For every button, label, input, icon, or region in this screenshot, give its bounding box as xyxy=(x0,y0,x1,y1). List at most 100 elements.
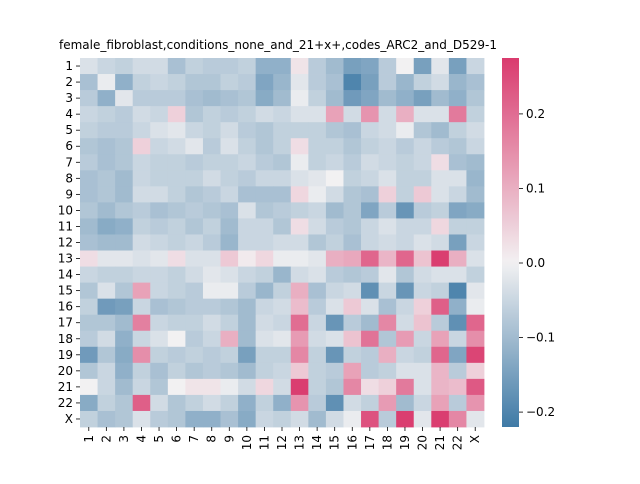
heatmap-cell xyxy=(185,234,204,251)
heatmap-cell xyxy=(325,314,344,332)
x-tick-labels: 1 2 3 4 5 6 7 8 9 10 11 12 13 14 15 16 17 18 19 20 21 22 X xyxy=(82,427,482,450)
x-tick-label: 20 xyxy=(416,435,430,450)
heatmap-cell xyxy=(396,394,415,412)
y-tick-label: 17 xyxy=(58,316,73,330)
heatmap-cell xyxy=(290,202,309,219)
x-tick-label: 16 xyxy=(345,435,359,450)
heatmap-cell xyxy=(378,378,397,396)
heatmap-cell xyxy=(431,58,450,75)
heatmap-cell xyxy=(466,122,485,139)
heatmap-cell xyxy=(238,410,257,428)
heatmap-cell xyxy=(150,154,169,171)
heatmap-cell xyxy=(325,330,344,348)
heatmap-cell xyxy=(290,378,309,396)
heatmap-cell xyxy=(448,266,467,284)
heatmap-cell xyxy=(431,330,450,348)
heatmap-cell xyxy=(431,170,450,187)
heatmap-cell xyxy=(290,106,309,123)
heatmap-cell xyxy=(167,170,186,187)
heatmap-cell xyxy=(396,330,415,348)
heatmap-cell xyxy=(290,314,309,332)
heatmap-cell xyxy=(150,186,169,203)
heatmap-cell xyxy=(396,186,415,203)
heatmap-cell xyxy=(97,218,116,235)
heatmap-cell xyxy=(361,330,380,348)
heatmap-cell xyxy=(273,74,292,91)
heatmap-cell xyxy=(238,362,257,380)
heatmap-cell xyxy=(167,410,186,428)
heatmap-cell xyxy=(448,234,467,251)
heatmap-cell xyxy=(325,266,344,284)
heatmap-cell xyxy=(115,90,134,107)
heatmap-cell xyxy=(255,218,274,235)
heatmap-cell xyxy=(150,298,169,316)
heatmap-cell xyxy=(150,362,169,380)
heatmap-cell xyxy=(448,138,467,155)
heatmap-cell xyxy=(273,298,292,316)
heatmap-cell xyxy=(343,74,362,91)
heatmap-cell xyxy=(396,106,415,123)
heatmap-cell xyxy=(80,186,98,203)
heatmap-cell xyxy=(378,394,397,412)
heatmap-cell xyxy=(448,298,467,316)
heatmap-cell xyxy=(80,394,98,412)
heatmap-cell xyxy=(431,138,450,155)
heatmap-cell xyxy=(167,282,186,300)
heatmap-cell xyxy=(167,298,186,316)
heatmap-cell xyxy=(202,138,221,155)
heatmap-cell xyxy=(273,282,292,300)
heatmap-cell xyxy=(132,330,151,348)
heatmap-cell xyxy=(378,282,397,300)
heatmap-cell xyxy=(396,90,415,107)
heatmap-cell xyxy=(308,314,327,332)
heatmap-cell xyxy=(255,234,274,251)
heatmap-cell xyxy=(378,314,397,332)
heatmap-cell xyxy=(361,234,380,251)
heatmap-cell xyxy=(185,218,204,235)
heatmap-cell xyxy=(431,106,450,123)
heatmap-cell xyxy=(361,282,380,300)
heatmap-cell xyxy=(290,282,309,300)
heatmap-cell xyxy=(325,234,344,251)
heatmap-cell xyxy=(202,154,221,171)
heatmap-cell xyxy=(80,106,98,123)
heatmap-cell xyxy=(238,330,257,348)
y-tick-label: 13 xyxy=(58,252,73,266)
heatmap-cell xyxy=(167,314,186,332)
heatmap-cell xyxy=(273,154,292,171)
heatmap-cell xyxy=(343,202,362,219)
heatmap-cell xyxy=(273,234,292,251)
heatmap-cell xyxy=(413,266,432,284)
heatmap-cell xyxy=(97,154,116,171)
heatmap-cell xyxy=(132,154,151,171)
heatmap-cell xyxy=(466,394,485,412)
y-tick-label: 18 xyxy=(58,332,73,346)
y-tick-label: 15 xyxy=(58,284,73,298)
heatmap-cell xyxy=(97,266,116,284)
heatmap-cell xyxy=(238,58,257,75)
heatmap-cell xyxy=(150,74,169,91)
heatmap-cell xyxy=(396,74,415,91)
heatmap-cell xyxy=(255,362,274,380)
heatmap-cell xyxy=(202,378,221,396)
heatmap-cell xyxy=(413,122,432,139)
heatmap-cell xyxy=(466,74,485,91)
heatmap-cell xyxy=(273,58,292,75)
heatmap-cell xyxy=(220,314,239,332)
heatmap-cell xyxy=(255,74,274,91)
heatmap-cell xyxy=(132,282,151,300)
chart-title: female_fibroblast,conditions_none_and_21… xyxy=(59,38,497,52)
heatmap-cell xyxy=(378,410,397,428)
heatmap-cell xyxy=(238,378,257,396)
heatmap-cell xyxy=(431,378,450,396)
heatmap-cell xyxy=(378,234,397,251)
heatmap-cell xyxy=(343,170,362,187)
heatmap-cell xyxy=(238,90,257,107)
heatmap-cell xyxy=(308,234,327,251)
heatmap-cell xyxy=(361,106,380,123)
heatmap-cell xyxy=(413,394,432,412)
heatmap-cell xyxy=(308,282,327,300)
heatmap-cell xyxy=(80,378,98,396)
heatmap-cell xyxy=(290,234,309,251)
